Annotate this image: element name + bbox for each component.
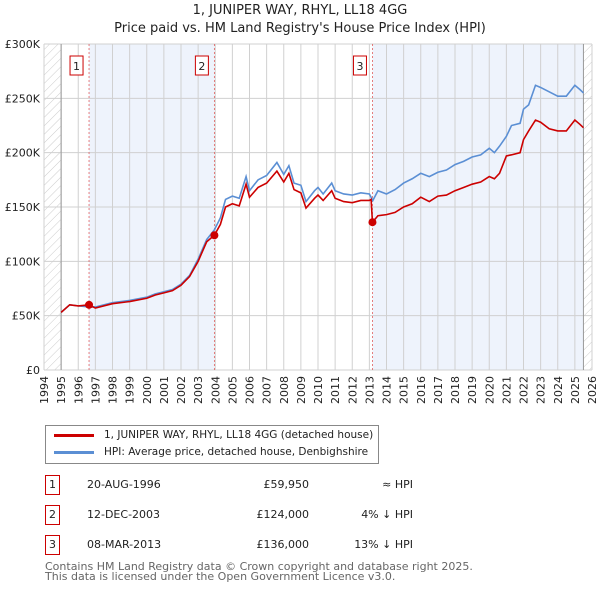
sale-hpi-relation: 4% ↓ HPI: [361, 508, 413, 521]
x-tick-label: 2000: [141, 376, 154, 404]
sale-row: 3 08-MAR-2013 £136,000 13% ↓ HPI: [45, 535, 413, 555]
sale-row: 1 20-AUG-1996 £59,950 ≈ HPI: [45, 475, 413, 495]
x-tick-label: 2010: [312, 376, 325, 404]
sale-date: 08-MAR-2013: [87, 538, 162, 551]
sale-badge: 2: [45, 505, 60, 525]
x-tick-label: 2025: [569, 376, 582, 404]
x-tick-label: 2026: [586, 376, 599, 404]
legend: 1, JUNIPER WAY, RHYL, LL18 4GG (detached…: [45, 425, 379, 464]
x-tick-label: 2016: [415, 376, 428, 404]
sale-label: 1: [73, 60, 80, 73]
sale-price: £124,000: [256, 508, 310, 521]
sale-label-box: [352, 55, 367, 76]
legend-swatch-property: [54, 433, 94, 437]
sale-point: [368, 218, 377, 227]
x-tick-label: 1997: [89, 376, 102, 404]
sale-point: [85, 300, 94, 309]
x-tick-label: 1994: [38, 376, 51, 404]
x-tick-label: 2008: [278, 376, 291, 404]
y-tick-label: £250K: [5, 92, 41, 105]
legend-label-property: 1, JUNIPER WAY, RHYL, LL18 4GG (detached…: [104, 429, 374, 441]
y-tick-label: £150K: [5, 201, 41, 214]
y-tick-label: £0: [26, 364, 40, 377]
sale-hpi-relation: 13% ↓ HPI: [354, 538, 413, 551]
y-tick-label: £50K: [12, 310, 41, 323]
x-tick-label: 2022: [518, 376, 531, 404]
legend-label-hpi: HPI: Average price, detached house, Denb…: [104, 446, 369, 458]
sale-date: 12-DEC-2003: [87, 508, 161, 521]
sale-label-box: [69, 55, 84, 76]
x-tick-label: 1999: [124, 376, 137, 404]
y-tick-label: £100K: [5, 255, 41, 268]
chart-title: 1, JUNIPER WAY, RHYL, LL18 4GG: [192, 3, 408, 18]
sale-row: 2 12-DEC-2003 £124,000 4% ↓ HPI: [45, 505, 413, 525]
x-tick-label: 1995: [55, 376, 68, 404]
sale-label: 2: [198, 60, 205, 73]
x-tick-label: 2003: [192, 376, 205, 404]
x-tick-label: 2019: [466, 376, 479, 404]
sale-badge: 1: [45, 475, 60, 495]
x-tick-label: 2018: [449, 376, 462, 404]
sale-point: [210, 231, 219, 240]
sale-date: 20-AUG-1996: [87, 478, 161, 491]
x-tick-label: 2013: [363, 376, 376, 404]
x-tick-label: 2014: [381, 376, 394, 404]
property-price-line: [60, 118, 584, 314]
x-tick-label: 2006: [244, 376, 257, 404]
x-tick-label: 2002: [175, 376, 188, 404]
sale-label: 3: [356, 60, 363, 73]
footer-licence: This data is licensed under the Open Gov…: [45, 570, 396, 583]
x-tick-label: 2011: [329, 376, 342, 404]
x-tick-label: 2009: [295, 376, 308, 404]
x-tick-label: 1998: [107, 376, 120, 404]
x-tick-label: 2007: [261, 376, 274, 404]
y-tick-label: £200K: [5, 147, 41, 160]
footer-copyright: Contains HM Land Registry data © Crown c…: [45, 560, 473, 573]
x-tick-label: 2021: [500, 376, 513, 404]
sale-price: £136,000: [256, 538, 310, 551]
chart-subtitle: Price paid vs. HM Land Registry's House …: [114, 21, 486, 36]
plot-area: 1994 1995 1996 1997 1998 1999 2000 2001 2002 2003…: [5, 38, 599, 404]
x-tick-label: 2017: [432, 376, 445, 404]
x-tick-label: 1996: [72, 376, 85, 404]
legend-swatch-hpi: [54, 450, 94, 454]
x-tick-label: 2004: [209, 376, 222, 404]
sale-price: £59,950: [263, 478, 310, 491]
sale-badge: 3: [45, 535, 60, 555]
y-tick-label: £300K: [5, 38, 41, 51]
sale-label-box: [194, 55, 209, 76]
x-tick-label: 2012: [346, 376, 359, 404]
x-tick-label: 2020: [483, 376, 496, 404]
x-tick-label: 2023: [535, 376, 548, 404]
x-tick-label: 2001: [158, 376, 171, 404]
x-tick-label: 2005: [226, 376, 239, 404]
sale-hpi-relation: ≈ HPI: [382, 478, 413, 491]
x-tick-label: 2015: [398, 376, 411, 404]
x-tick-label: 2024: [552, 376, 565, 404]
